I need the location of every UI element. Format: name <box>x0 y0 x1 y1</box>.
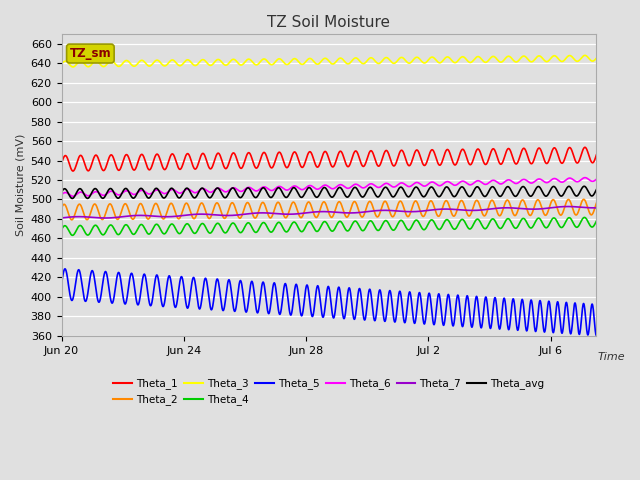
Line: Theta_4: Theta_4 <box>61 217 596 235</box>
Theta_3 <box>58 61 65 67</box>
Theta_3 <box>525 57 532 63</box>
Theta_avg <box>580 183 588 189</box>
Theta_avg <box>68 195 76 201</box>
Theta_7 <box>58 215 65 221</box>
Theta_3 <box>593 55 600 61</box>
Theta_5 <box>150 282 158 288</box>
Theta_6 <box>593 176 600 182</box>
Theta_7 <box>119 214 127 219</box>
Theta_7 <box>582 204 590 210</box>
Theta_4 <box>68 232 76 238</box>
Theta_4 <box>263 223 271 229</box>
Theta_2 <box>525 211 532 216</box>
Theta_1 <box>69 168 77 174</box>
Theta_4 <box>150 223 158 229</box>
Y-axis label: Soil Moisture (mV): Soil Moisture (mV) <box>15 133 25 236</box>
Theta_7 <box>286 211 294 217</box>
Theta_3 <box>582 53 590 59</box>
Theta_6 <box>58 192 65 197</box>
Theta_2 <box>263 208 271 214</box>
Theta_7 <box>564 204 572 209</box>
Theta_3 <box>286 60 294 65</box>
Theta_7 <box>150 213 158 219</box>
Theta_1 <box>525 156 532 161</box>
Theta_5 <box>61 266 68 272</box>
Theta_5 <box>286 311 294 316</box>
Theta_1 <box>593 152 600 158</box>
Theta_5 <box>582 320 590 325</box>
Theta_5 <box>58 281 65 287</box>
Theta_2 <box>580 196 588 202</box>
Theta_avg <box>263 189 271 195</box>
Legend: Theta_1, Theta_2, Theta_3, Theta_4, Theta_5, Theta_6, Theta_7, Theta_avg: Theta_1, Theta_2, Theta_3, Theta_4, Thet… <box>109 374 548 409</box>
Theta_4 <box>119 226 127 231</box>
Theta_1 <box>263 154 271 160</box>
Theta_avg <box>582 185 590 191</box>
Theta_7 <box>593 205 600 211</box>
Theta_avg <box>286 190 294 195</box>
Theta_avg <box>58 189 65 195</box>
Theta_2 <box>119 205 127 211</box>
Theta_1 <box>286 159 294 165</box>
Theta_7 <box>263 210 271 216</box>
Line: Theta_3: Theta_3 <box>61 55 596 67</box>
Line: Theta_5: Theta_5 <box>61 269 596 336</box>
Theta_5 <box>263 302 271 308</box>
Line: Theta_7: Theta_7 <box>61 206 596 218</box>
Line: Theta_6: Theta_6 <box>61 178 596 196</box>
Theta_3 <box>581 52 589 58</box>
Theta_avg <box>593 187 600 192</box>
Theta_4 <box>286 225 294 230</box>
Line: Theta_2: Theta_2 <box>61 199 596 220</box>
Line: Theta_avg: Theta_avg <box>61 186 596 198</box>
Theta_3 <box>69 64 77 70</box>
Text: Time: Time <box>598 352 625 362</box>
Theta_6 <box>582 175 590 181</box>
Text: TZ_sm: TZ_sm <box>70 47 111 60</box>
Theta_4 <box>582 216 590 222</box>
Theta_4 <box>525 223 532 228</box>
Theta_2 <box>286 205 294 211</box>
Theta_1 <box>582 145 590 151</box>
Theta_4 <box>580 215 588 220</box>
Theta_3 <box>150 59 158 64</box>
Theta_5 <box>119 291 127 297</box>
Theta_6 <box>150 188 158 194</box>
Theta_1 <box>581 144 589 150</box>
Theta_6 <box>119 190 127 196</box>
Theta_2 <box>582 200 590 206</box>
Theta_6 <box>525 179 532 185</box>
Theta_2 <box>150 202 158 207</box>
Theta_2 <box>68 217 76 223</box>
Theta_7 <box>102 215 109 221</box>
Theta_3 <box>263 58 271 63</box>
Theta_2 <box>58 205 65 211</box>
Theta_7 <box>525 206 532 212</box>
Theta_4 <box>593 218 600 224</box>
Theta_1 <box>150 156 158 161</box>
Theta_1 <box>119 159 127 165</box>
Theta_6 <box>581 175 589 180</box>
Title: TZ Soil Moisture: TZ Soil Moisture <box>268 15 390 30</box>
Theta_3 <box>119 60 127 66</box>
Theta_avg <box>150 187 158 192</box>
Theta_6 <box>69 193 77 199</box>
Theta_1 <box>58 161 65 167</box>
Line: Theta_1: Theta_1 <box>61 147 596 171</box>
Theta_4 <box>58 227 65 232</box>
Theta_5 <box>593 333 600 338</box>
Theta_5 <box>525 318 532 324</box>
Theta_avg <box>525 192 532 197</box>
Theta_avg <box>119 189 127 195</box>
Theta_6 <box>286 186 294 192</box>
Theta_2 <box>593 200 600 206</box>
Theta_6 <box>263 185 271 191</box>
